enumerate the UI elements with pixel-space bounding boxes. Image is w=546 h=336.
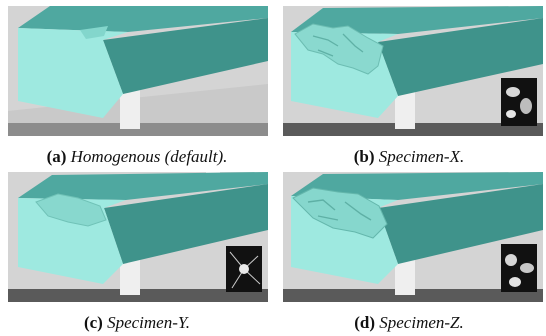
caption-d: (d) Specimen-Z. [354,313,464,332]
panel-c-render [8,172,268,302]
panel-d-render [283,172,543,302]
inset-noise-image [501,78,537,126]
caption-c: (c) Specimen-Y. [83,313,191,332]
caption-a: (a) Homogenous (default). [46,147,228,166]
caption-b: (b) Specimen-X. [353,147,465,166]
panel-b-render [283,6,543,136]
panel-a-render [8,6,268,136]
